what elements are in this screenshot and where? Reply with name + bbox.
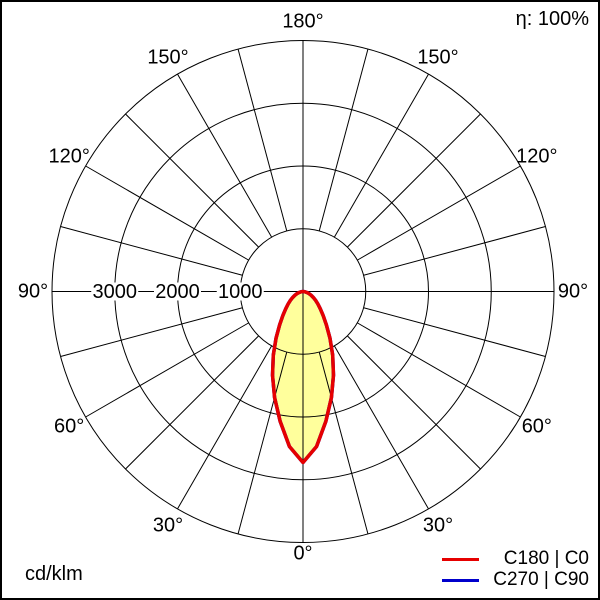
grid-spoke <box>60 307 243 357</box>
grid-spoke <box>177 73 273 238</box>
angle-label-0: 0° <box>293 543 312 565</box>
grid-spoke <box>237 48 288 232</box>
unit-label: cd/klm <box>25 563 83 585</box>
grid-spoke <box>357 322 521 418</box>
efficiency-label: η: 100% <box>515 8 589 30</box>
angle-label-30L: 30° <box>153 514 183 536</box>
grid-spoke <box>333 345 429 510</box>
ring-label-bg <box>154 282 201 301</box>
ring-label-bg <box>91 282 139 301</box>
grid-spoke <box>177 345 273 510</box>
angle-label-90R: 90° <box>558 281 588 303</box>
angle-label-120L: 120° <box>48 146 89 168</box>
legend-label: C180 | C0 <box>503 548 589 569</box>
grid-spoke <box>363 226 546 276</box>
angle-label-90L: 90° <box>18 281 48 303</box>
angle-label-150R: 150° <box>417 47 458 69</box>
grid-spoke <box>347 335 481 470</box>
grid-spoke <box>318 48 369 232</box>
grid-spoke <box>333 73 429 238</box>
legend-label: C270 | C90 <box>493 569 589 590</box>
grid-spoke <box>85 322 249 418</box>
angle-label-120R: 120° <box>516 146 557 168</box>
ring-label-2000: 2000 <box>155 281 200 303</box>
grid-spoke <box>363 307 546 357</box>
legend-item-c180-c0: C180 | C0 <box>442 548 589 569</box>
angle-label-150L: 150° <box>147 47 188 69</box>
legend-item-c270-c90: C270 | C90 <box>442 569 589 590</box>
grid-spoke <box>125 113 259 248</box>
blue-line-swatch <box>442 578 479 582</box>
ring-label-bg <box>216 282 264 301</box>
grid-spoke <box>125 335 259 470</box>
ring-label-3000: 3000 <box>93 281 138 303</box>
grid-spoke <box>318 351 369 535</box>
grid-spoke <box>60 226 243 276</box>
grid-spoke <box>237 351 288 535</box>
angle-label-180: 180° <box>282 11 323 33</box>
angle-label-60R: 60° <box>522 416 552 438</box>
grid-spoke <box>347 113 481 248</box>
grid-spoke <box>85 165 249 261</box>
legend: C180 | C0 C270 | C90 <box>442 548 589 590</box>
grid-spoke <box>357 165 521 261</box>
red-line-swatch <box>442 557 479 561</box>
ring-label-1000: 1000 <box>218 281 263 303</box>
angle-label-60L: 60° <box>54 416 84 438</box>
curve-c180-c0 <box>270 289 336 465</box>
angle-label-30R: 30° <box>423 514 453 536</box>
